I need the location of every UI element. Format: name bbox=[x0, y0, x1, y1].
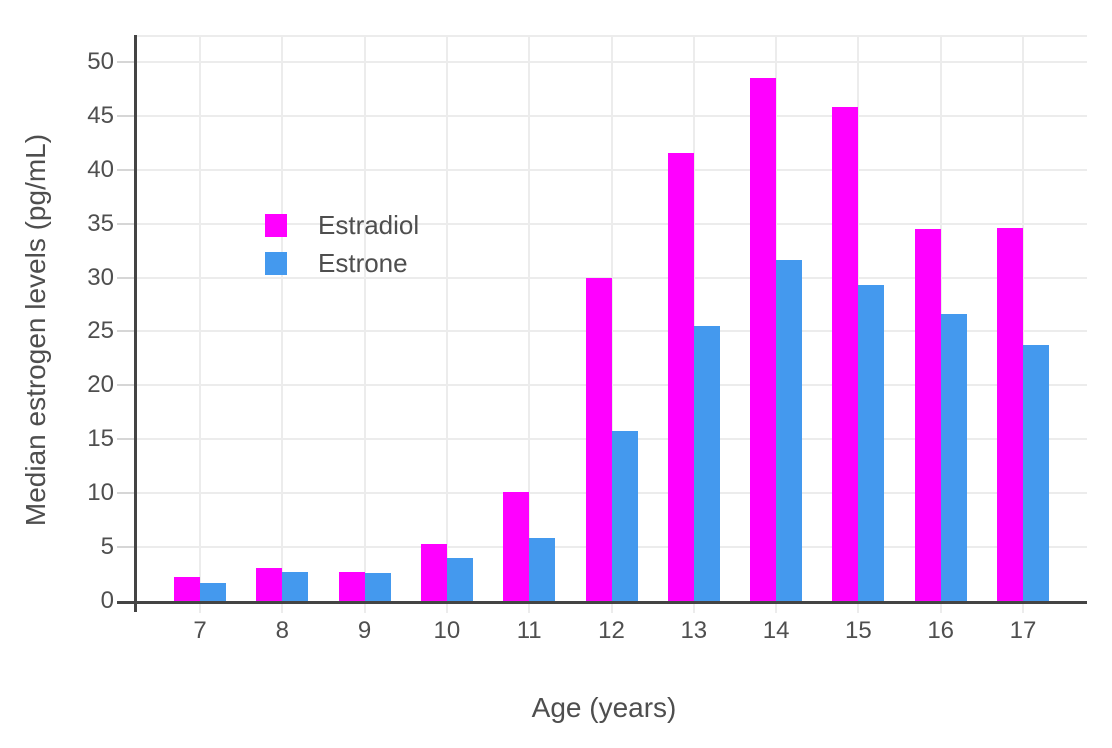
bar-estrone-age-14 bbox=[776, 260, 803, 601]
estradiol-swatch-icon bbox=[265, 213, 287, 237]
bar-estradiol-age-12 bbox=[585, 277, 612, 601]
bar-estradiol-age-13 bbox=[667, 152, 694, 601]
legend-item-estrone[interactable]: Estrone bbox=[265, 248, 419, 278]
x-tick-mark bbox=[199, 603, 201, 613]
estrone-swatch-icon bbox=[265, 251, 287, 275]
x-tick-mark bbox=[528, 603, 531, 613]
y-tick-mark bbox=[117, 60, 134, 63]
bar-estrone-age-11 bbox=[529, 538, 556, 601]
x-tick-mark bbox=[692, 603, 695, 613]
bar-estrone-age-16 bbox=[940, 314, 967, 601]
y-tick-mark bbox=[117, 492, 134, 495]
y-tick-label: 5 bbox=[100, 533, 114, 561]
bar-estrone-age-10 bbox=[446, 557, 473, 601]
legend-label-estrone: Estrone bbox=[318, 248, 408, 278]
y-tick-label: 20 bbox=[87, 371, 114, 399]
x-tick-label: 10 bbox=[433, 617, 461, 644]
bar-estrone-age-7 bbox=[200, 582, 226, 601]
legend-label-estradiol: Estradiol bbox=[318, 210, 420, 240]
legend-item-estradiol[interactable]: Estradiol bbox=[265, 210, 420, 240]
x-tick-label: 16 bbox=[927, 617, 955, 644]
x-tick-mark bbox=[281, 603, 284, 613]
bar-estradiol-age-16 bbox=[914, 229, 941, 601]
plot-area bbox=[136, 35, 1087, 613]
v-gridline bbox=[363, 35, 366, 601]
x-tick-mark bbox=[610, 603, 613, 613]
x-axis-line bbox=[117, 601, 1087, 604]
x-tick-label: 15 bbox=[845, 617, 872, 644]
v-gridline bbox=[281, 35, 284, 601]
bar-estradiol-age-7 bbox=[174, 577, 200, 601]
y-tick-mark bbox=[117, 222, 134, 225]
y-tick-mark bbox=[117, 330, 134, 333]
v-gridline bbox=[692, 35, 695, 601]
bar-estradiol-age-11 bbox=[503, 492, 530, 601]
v-gridline bbox=[528, 35, 531, 601]
y-tick-label: 0 bbox=[100, 587, 114, 614]
x-tick-mark bbox=[857, 603, 860, 613]
y-tick-mark bbox=[117, 168, 134, 171]
bar-estrone-age-13 bbox=[693, 326, 720, 601]
bar-estradiol-age-15 bbox=[832, 107, 859, 601]
y-tick-mark bbox=[117, 114, 134, 117]
y-tick-label: 50 bbox=[87, 47, 114, 75]
x-tick-label: 17 bbox=[1009, 617, 1037, 644]
bar-estrone-age-15 bbox=[858, 285, 885, 601]
v-gridline bbox=[610, 35, 613, 601]
x-tick-mark bbox=[1022, 603, 1024, 613]
y-tick-mark bbox=[117, 276, 134, 279]
v-gridline bbox=[199, 35, 201, 601]
y-tick-label: 40 bbox=[87, 155, 114, 183]
bar-estradiol-age-8 bbox=[256, 567, 283, 601]
x-tick-label: 13 bbox=[680, 617, 708, 644]
x-tick-mark bbox=[939, 603, 942, 613]
bar-estrone-age-8 bbox=[282, 571, 309, 601]
x-tick-label: 9 bbox=[357, 617, 372, 644]
y-tick-mark bbox=[117, 384, 134, 387]
y-tick-mark bbox=[117, 546, 134, 549]
x-tick-mark bbox=[775, 603, 778, 613]
bar-estrone-age-17 bbox=[1023, 345, 1049, 601]
y-tick-mark bbox=[117, 438, 134, 441]
bar-estradiol-age-14 bbox=[750, 78, 777, 601]
y-tick-label: 10 bbox=[87, 479, 114, 507]
y-tick-label: 30 bbox=[87, 263, 114, 291]
bar-estradiol-age-17 bbox=[997, 227, 1023, 601]
y-tick-label: 45 bbox=[87, 101, 114, 129]
y-tick-label: 25 bbox=[87, 317, 114, 345]
v-gridline bbox=[1022, 35, 1024, 601]
bar-estradiol-age-10 bbox=[420, 543, 447, 601]
legend: Estradiol Estrone bbox=[265, 210, 420, 289]
bar-estrone-age-12 bbox=[611, 430, 638, 601]
x-tick-label: 11 bbox=[516, 617, 542, 644]
x-tick-label: 7 bbox=[193, 617, 207, 644]
x-axis-title: Age (years) bbox=[531, 692, 677, 723]
x-tick-label: 8 bbox=[275, 617, 289, 644]
x-tick-mark bbox=[445, 603, 448, 613]
x-tick-mark bbox=[363, 603, 366, 613]
x-tick-label: 12 bbox=[598, 617, 625, 644]
y-axis-line bbox=[134, 35, 137, 612]
x-tick-label: 14 bbox=[762, 617, 790, 644]
y-tick-label: 15 bbox=[87, 425, 114, 453]
bar-estradiol-age-9 bbox=[338, 571, 365, 601]
y-tick-label: 35 bbox=[87, 209, 114, 237]
bar-estrone-age-9 bbox=[364, 572, 391, 601]
v-gridline bbox=[445, 35, 448, 601]
